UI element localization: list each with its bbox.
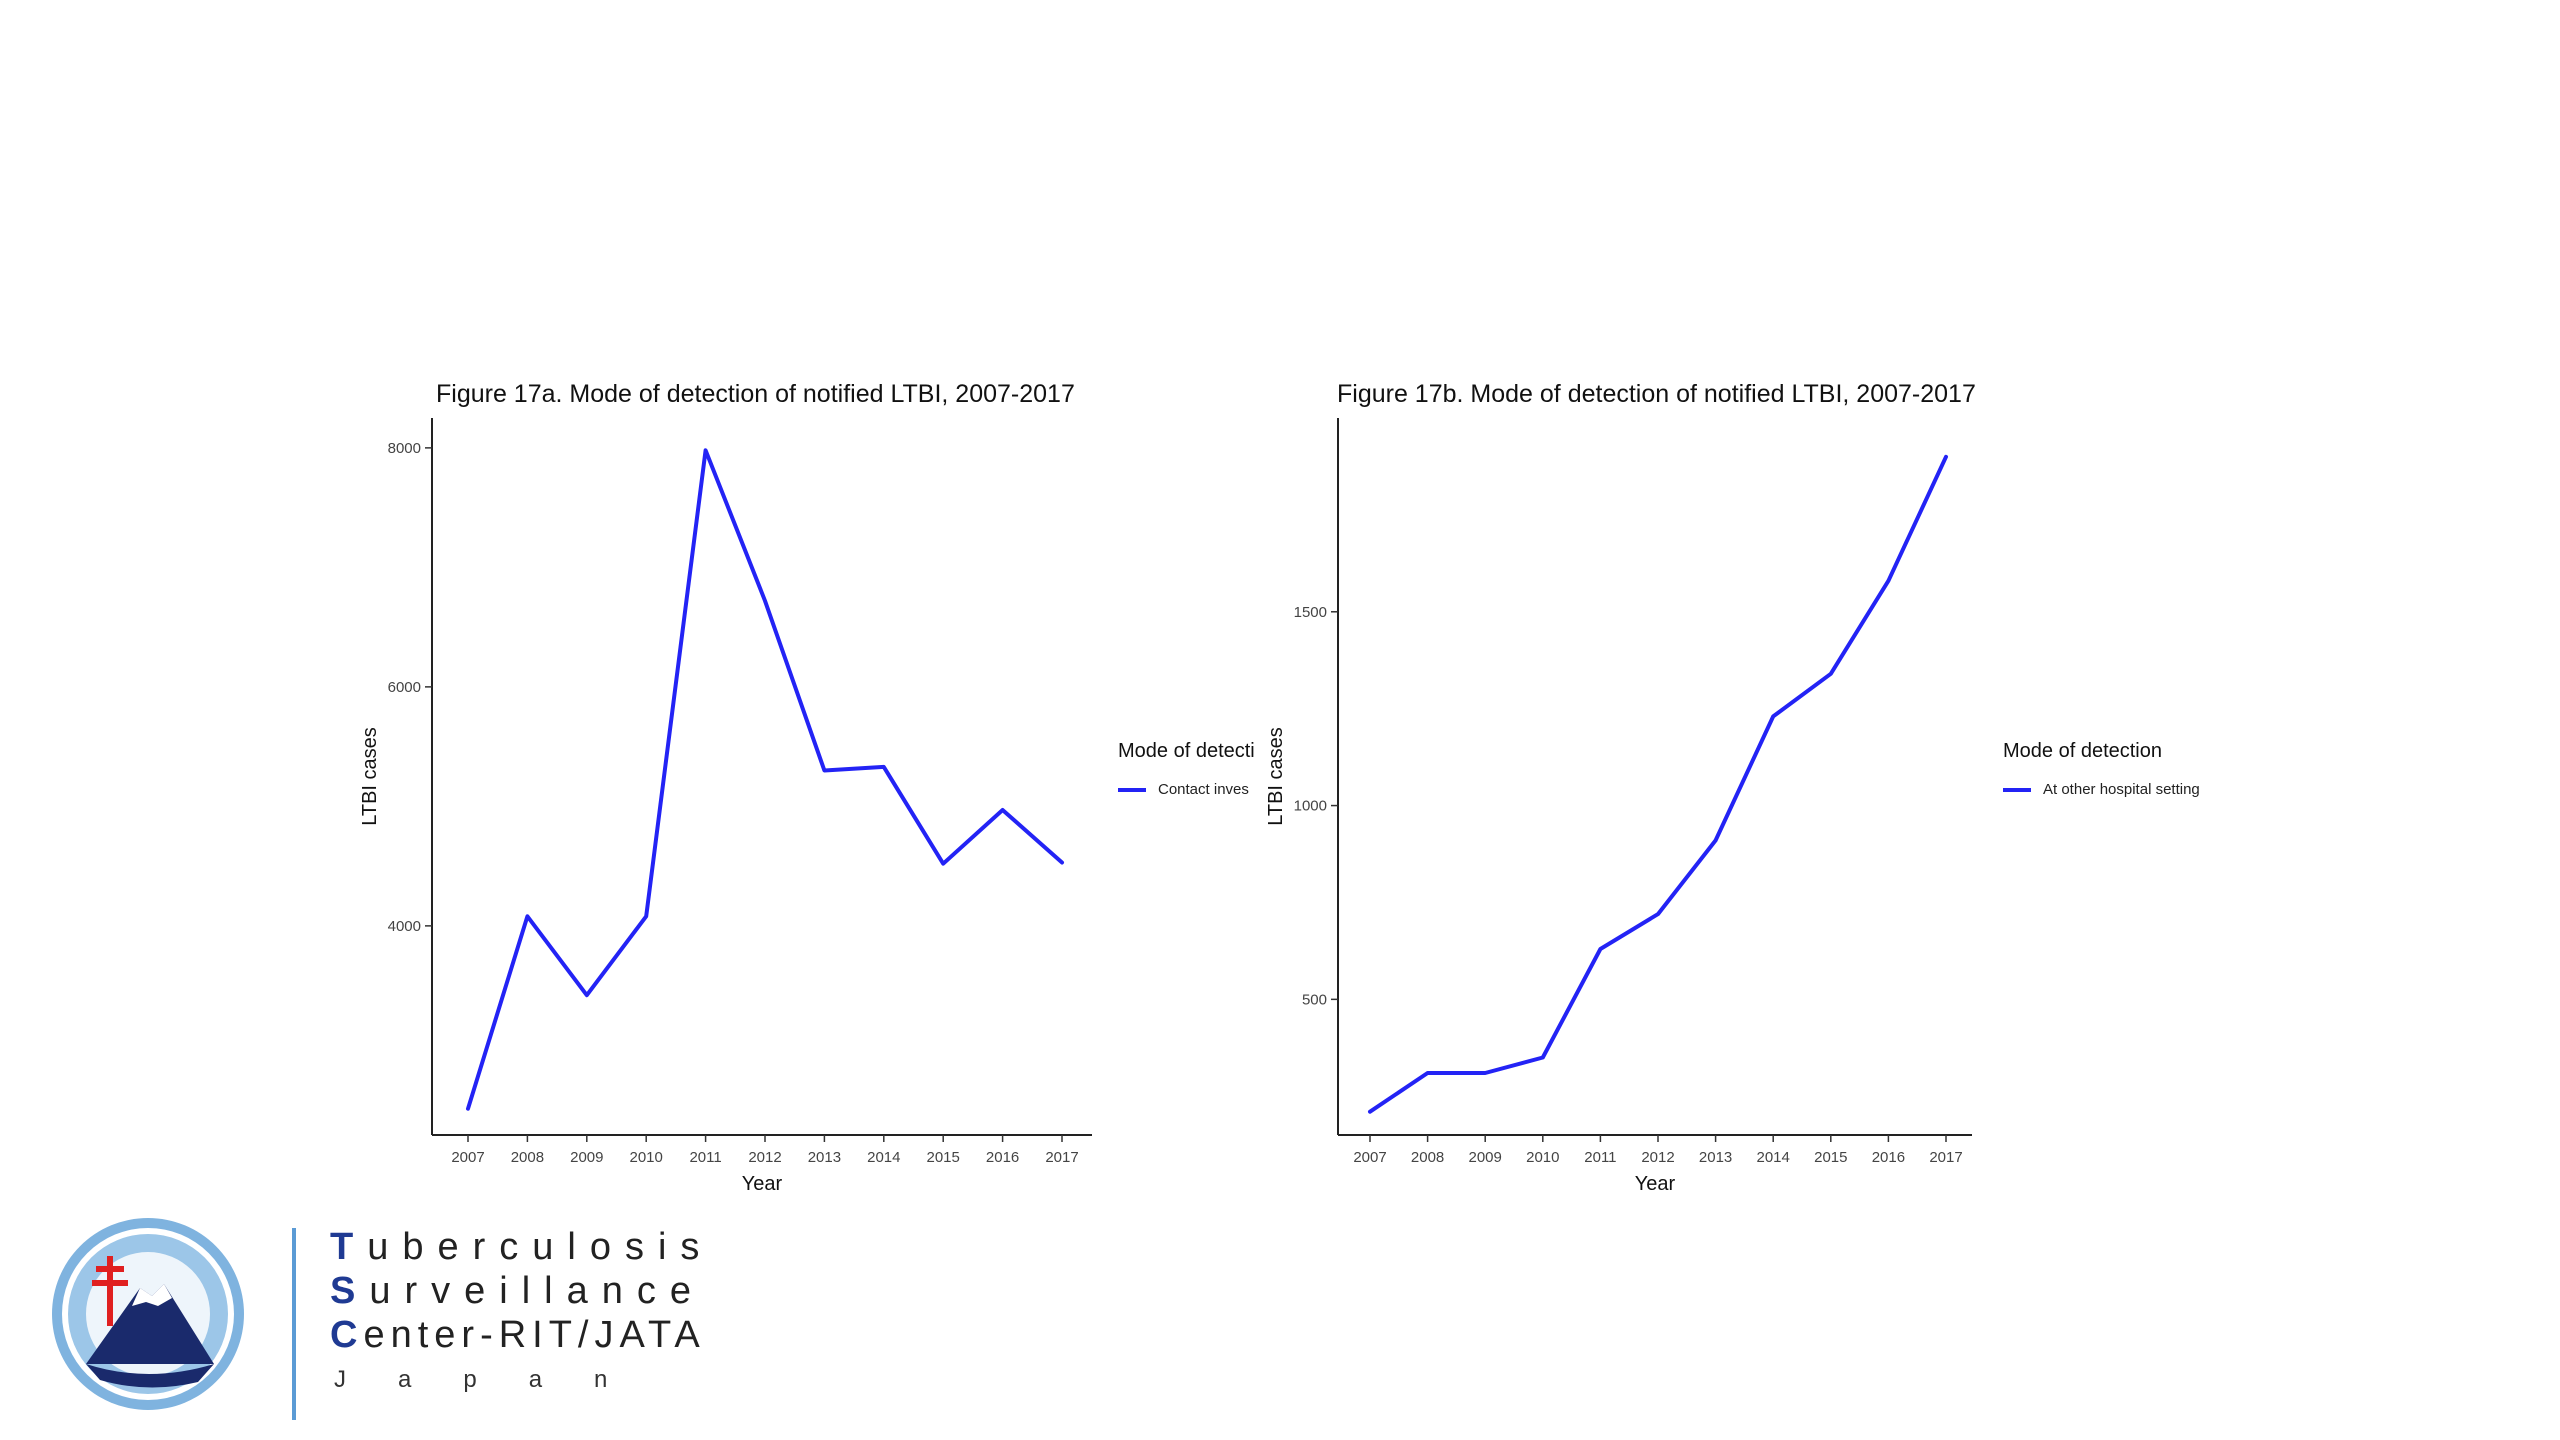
brand-line-1: Tuberculosis [330,1226,713,1269]
line-chart-17a: 4000 6000 8000 2007 2008 2009 2010 2011 2012 2013… [359,418,1092,1195]
x-tick-label: 2016 [1872,1149,1905,1166]
x-axis-label: Year [1635,1173,1676,1195]
legend-swatch [1118,787,1146,792]
tb-institute-logo-icon [52,1218,244,1410]
x-tick-label: 2015 [927,1149,960,1166]
brand-word: enter-RIT/JATA [363,1314,706,1356]
legend-item: Contact inves [1118,781,1255,798]
x-tick-label: 2016 [986,1149,1019,1166]
y-tick-label: 1500 [1294,604,1327,621]
x-axis-label: Year [742,1173,783,1195]
brand-word: urveillance [369,1270,706,1312]
x-tick-label: 2012 [1641,1149,1674,1166]
legend-title: Mode of detection [2003,740,2162,762]
brand-divider [292,1228,296,1420]
legend-label: At other hospital setting [2043,781,2200,798]
y-tick-label: 1000 [1294,798,1327,815]
x-tick-label: 2008 [511,1149,544,1166]
x-tick-label: 2017 [1929,1149,1962,1166]
y-tick-label: 6000 [388,679,421,696]
x-tick-label: 2015 [1814,1149,1847,1166]
x-tick-label: 2013 [808,1149,841,1166]
brand-initial: T [330,1226,368,1268]
x-tick-label: 2009 [570,1149,603,1166]
legend-item: At other hospital setting [2003,781,2200,798]
y-tick-label: 8000 [388,440,421,457]
x-tick-label: 2010 [1526,1149,1559,1166]
brand-country: Japan [334,1366,660,1393]
chart-title: Figure 17b. Mode of detection of notifie… [1337,380,1976,408]
chart-legend: Mode of detection At other hospital sett… [2003,740,2200,798]
y-axis-label: LTBI cases [1265,727,1287,826]
x-tick-label: 2011 [689,1149,721,1166]
x-tick-label: 2007 [1353,1149,1386,1166]
brand-initial: C [330,1314,364,1356]
legend-title: Mode of detecti [1118,740,1255,762]
x-tick-label: 2010 [630,1149,663,1166]
x-tick-label: 2013 [1699,1149,1732,1166]
y-tick-label: 4000 [388,918,421,935]
brand-initial: S [330,1270,370,1312]
brand-line-3: Center-RIT/JATA [330,1314,706,1357]
y-axis-label: LTBI cases [359,727,381,826]
footer-brand: Tuberculosis Surveillance Center-RIT/JAT… [48,1210,700,1420]
legend-label: Contact inves [1158,781,1249,798]
series-line [1368,454,1948,1114]
x-tick-label: 2008 [1411,1149,1444,1166]
y-tick-label: 500 [1302,991,1327,1008]
x-tick-label: 2007 [451,1149,484,1166]
brand-line-2: Surveillance [330,1270,705,1313]
x-tick-label: 2014 [1757,1149,1790,1166]
series-line [466,448,1064,1111]
chart-title: Figure 17a. Mode of detection of notifie… [436,380,1075,408]
x-tick-label: 2011 [1584,1149,1616,1166]
legend-swatch [2003,787,2031,792]
x-tick-label: 2017 [1045,1149,1078,1166]
x-tick-label: 2012 [748,1149,781,1166]
x-tick-label: 2014 [867,1149,900,1166]
x-tick-label: 2009 [1469,1149,1502,1166]
brand-word: uberculosis [367,1226,714,1268]
chart-legend: Mode of detecti Contact inves [1118,740,1255,798]
